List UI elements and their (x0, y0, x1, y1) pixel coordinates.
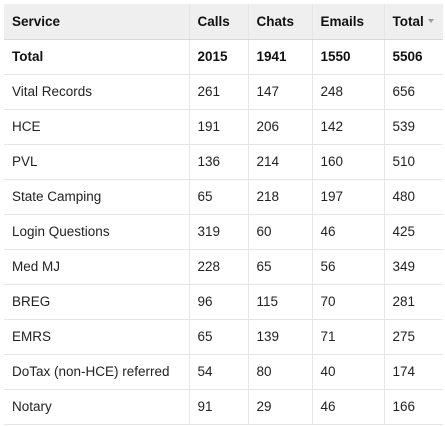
table-cell: 1550 (311, 39, 384, 75)
table-cell: BREG (4, 284, 189, 320)
table-cell: Total (4, 39, 189, 75)
table-cell: 191 (188, 109, 248, 145)
table-cell: State Camping (4, 179, 189, 215)
table-row: Login Questions 319 60 46 425 (4, 214, 443, 250)
table-cell: 147 (247, 74, 312, 110)
table-body: Total 2015 1941 1550 5506 Vital Records 2… (4, 39, 443, 425)
table-row: HCE 191 206 142 539 (4, 109, 443, 145)
table-row: Vital Records 261 147 248 656 (4, 74, 443, 110)
table-cell: EMRS (4, 319, 189, 355)
table-cell: 115 (247, 284, 312, 320)
table-cell: 275 (383, 319, 443, 355)
table-row: BREG 96 115 70 281 (4, 284, 443, 320)
table-cell: 206 (247, 109, 312, 145)
table-cell: 480 (383, 179, 443, 215)
sort-descending-icon (427, 19, 434, 24)
table-row: Med MJ 228 65 56 349 (4, 249, 443, 285)
service-contacts-table: Service Calls Chats Emails Total Total 2… (4, 4, 443, 425)
column-header-chats[interactable]: Chats (247, 4, 312, 40)
table-cell: 139 (247, 319, 312, 355)
table-cell: 319 (188, 214, 248, 250)
column-header-emails[interactable]: Emails (311, 4, 384, 40)
table-cell: 142 (311, 109, 384, 145)
table-cell: DoTax (non-HCE) referred (4, 354, 189, 390)
column-header-total[interactable]: Total (383, 4, 443, 40)
table-cell: 40 (311, 354, 384, 390)
table-cell: Med MJ (4, 249, 189, 285)
table-cell: 71 (311, 319, 384, 355)
table-cell: 2015 (188, 39, 248, 75)
table-cell: 197 (311, 179, 384, 215)
table-cell: 218 (247, 179, 312, 215)
table-cell: Login Questions (4, 214, 189, 250)
column-header-label: Chats (256, 13, 295, 29)
table-cell: 56 (311, 249, 384, 285)
table-cell: Vital Records (4, 74, 189, 110)
table-cell: 65 (247, 249, 312, 285)
table-row: DoTax (non-HCE) referred 54 80 40 174 (4, 354, 443, 390)
table-cell: 70 (311, 284, 384, 320)
table-row: State Camping 65 218 197 480 (4, 179, 443, 215)
table-row: Notary 91 29 46 166 (4, 389, 443, 425)
table-cell: 510 (383, 144, 443, 180)
table-cell: 281 (383, 284, 443, 320)
table-cell: 136 (188, 144, 248, 180)
table-cell: 228 (188, 249, 248, 285)
column-header-calls[interactable]: Calls (188, 4, 248, 40)
column-header-service[interactable]: Service (4, 4, 189, 40)
table-cell: 29 (247, 389, 312, 425)
table-cell: 65 (188, 179, 248, 215)
table-cell: PVL (4, 144, 189, 180)
table-cell: 1941 (247, 39, 312, 75)
table-cell: 214 (247, 144, 312, 180)
table-cell: 54 (188, 354, 248, 390)
table-cell: 425 (383, 214, 443, 250)
table-cell: 248 (311, 74, 384, 110)
table-row: PVL 136 214 160 510 (4, 144, 443, 180)
table-cell: 96 (188, 284, 248, 320)
table-row: EMRS 65 139 71 275 (4, 319, 443, 355)
table-cell: 46 (311, 214, 384, 250)
total-row: Total 2015 1941 1550 5506 (4, 39, 443, 75)
table-cell: 539 (383, 109, 443, 145)
column-header-label: Total (392, 13, 424, 29)
table-cell: 80 (247, 354, 312, 390)
header-row: Service Calls Chats Emails Total (4, 4, 443, 40)
table-cell: 656 (383, 74, 443, 110)
table-cell: 166 (383, 389, 443, 425)
column-header-label: Emails (320, 13, 365, 29)
table-cell: 46 (311, 389, 384, 425)
table-header: Service Calls Chats Emails Total (4, 4, 443, 40)
table-cell: 174 (383, 354, 443, 390)
column-header-label: Calls (197, 13, 230, 29)
table-cell: 349 (383, 249, 443, 285)
table-cell: 5506 (383, 39, 443, 75)
table-cell: 261 (188, 74, 248, 110)
column-header-label: Service (12, 13, 61, 29)
table-cell: Notary (4, 389, 189, 425)
table-cell: 160 (311, 144, 384, 180)
table-cell: 91 (188, 389, 248, 425)
table-cell: HCE (4, 109, 189, 145)
table-cell: 65 (188, 319, 248, 355)
table-cell: 60 (247, 214, 312, 250)
